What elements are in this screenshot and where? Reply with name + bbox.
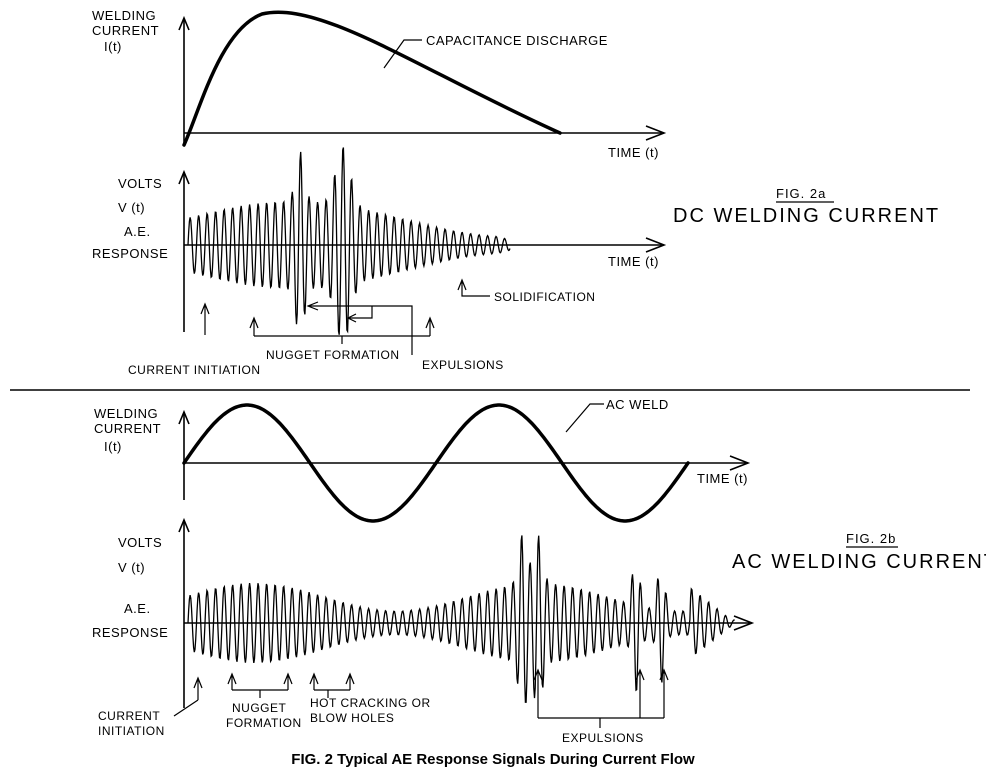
panel-a-ae-time-label: TIME (t) [608,254,659,269]
current-initiation-arrow-a [200,302,210,335]
fig-2a-title: DC WELDING CURRENT [673,205,940,227]
panel-a-ae-y-arrow [178,169,190,185]
panel-b-ae-x-arrow [733,615,755,631]
panel-a-current-label-1: WELDING [92,8,156,23]
panel-b-ae-y-arrow [178,517,190,533]
capacitance-discharge-label: CAPACITANCE DISCHARGE [426,33,608,48]
panel-b-hot-cracking-1: HOT CRACKING OR [310,696,431,710]
panel-a-ae-label-vt: V (t) [118,200,145,215]
nugget-formation-bracket-b [227,672,293,698]
current-initiation-arrow-b [173,676,203,717]
panel-a-solidification: SOLIDIFICATION [494,290,595,304]
panel-a-current-label-3: I(t) [104,39,122,54]
panel-b-ae-label-vt: V (t) [118,560,145,575]
panel-b: WELDING CURRENT I(t) TIME (t) AC WELD VO… [92,397,986,745]
panel-b-current-time-label: TIME (t) [697,471,748,486]
panel-b-nugget-formation-1: NUGGET [232,701,287,715]
panel-a-current-label-2: CURRENT [92,23,159,38]
figure-caption: FIG. 2 Typical AE Response Signals Durin… [291,751,695,768]
expulsions-bracket-b [533,668,669,728]
panel-b-expulsions: EXPULSIONS [562,731,644,745]
panel-b-current-initiation-1: CURRENT [98,709,160,723]
capacitance-discharge-leader [383,39,422,69]
panel-b-current-y-arrow [178,409,190,425]
panel-a-current-initiation: CURRENT INITIATION [128,363,261,377]
ac-weld-label: AC WELD [606,397,669,412]
panel-a-current-y-arrow [178,15,190,31]
capacitance-discharge-curve [182,10,562,147]
panel-a-ae-label-volts: VOLTS [118,176,162,191]
panel-a-ae-x-arrow [645,237,667,253]
panel-a-current-x-arrow [645,125,667,141]
panel-b-current-label-3: I(t) [104,439,122,454]
panel-b-ae-label-response: RESPONSE [92,625,168,640]
nugget-formation-bracket-a [249,316,435,344]
ac-weld-leader [565,403,604,433]
expulsions-arrows-a [306,301,413,355]
ac-weld-curve [182,403,690,523]
panel-a-expulsions: EXPULSIONS [422,358,504,372]
panel-b-ae-label-ae: A.E. [124,601,151,616]
panel-a-ae-waveform [187,147,511,335]
solidification-arrow [457,278,490,297]
panel-a-current-time-label: TIME (t) [608,145,659,160]
panel-b-current-x-arrow [729,455,751,471]
panel-a-ae-label-response: RESPONSE [92,246,168,261]
panel-b-hot-cracking-2: BLOW HOLES [310,711,394,725]
hot-cracking-bracket [309,672,355,698]
fig-2b-number: FIG. 2b [846,531,896,546]
panel-a-ae-label-ae: A.E. [124,224,151,239]
panel-b-current-label-1: WELDING [94,406,158,421]
panel-a-nugget-formation: NUGGET FORMATION [266,348,400,362]
panel-b-nugget-formation-2: FORMATION [226,716,302,730]
fig-2a-number: FIG. 2a [776,186,826,201]
panel-a: WELDING CURRENT I(t) TIME (t) CAPACITANC… [92,8,940,377]
fig-2b-title: AC WELDING CURRENT [732,551,986,573]
panel-b-ae-label-volts: VOLTS [118,535,162,550]
panel-b-current-label-2: CURRENT [94,421,161,436]
panel-b-ae-waveform [187,535,735,703]
panel-b-current-initiation-2: INITIATION [98,724,165,738]
